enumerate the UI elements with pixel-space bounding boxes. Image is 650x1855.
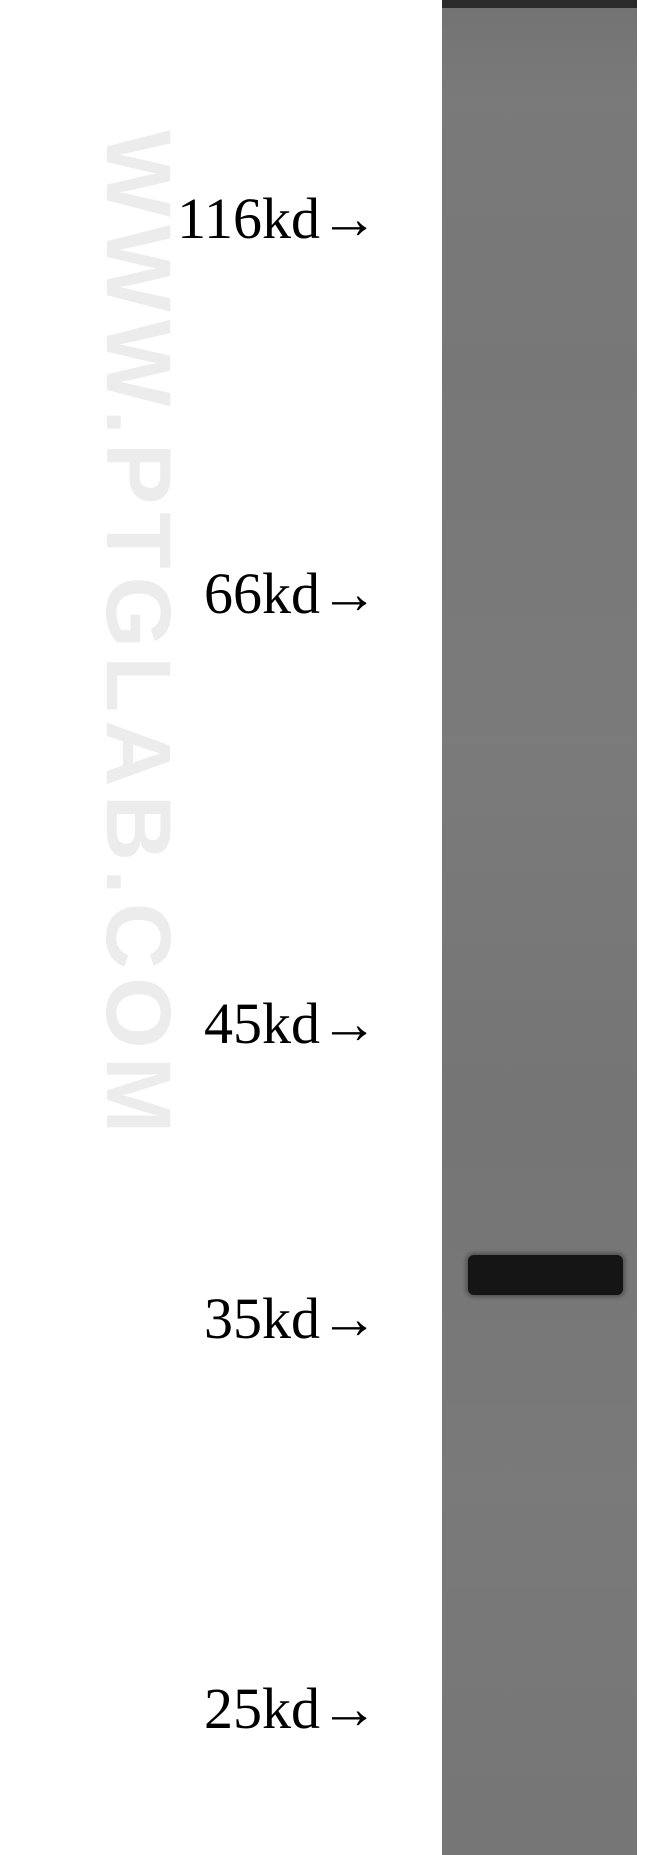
marker-25kd: 25kd→ <box>0 1675 378 1742</box>
marker-116kd: 116kd→ <box>0 185 378 252</box>
protein-band-35kd <box>468 1255 623 1295</box>
marker-66kd: 66kd→ <box>0 560 378 627</box>
lane-top-edge <box>442 0 637 8</box>
western-blot-figure: WWW.PTGLAB.COM 116kd→ 66kd→ 45kd→ 35kd→ … <box>0 0 650 1855</box>
blot-lane <box>442 0 637 1855</box>
marker-45kd: 45kd→ <box>0 990 378 1057</box>
marker-35kd: 35kd→ <box>0 1285 378 1352</box>
